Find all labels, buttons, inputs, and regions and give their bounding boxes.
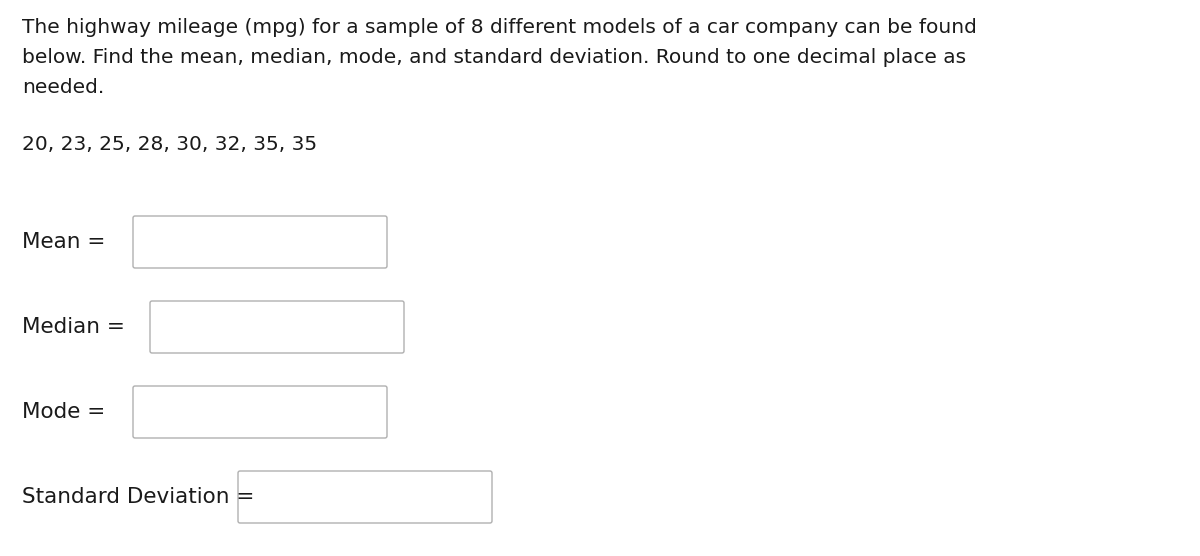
Text: Mean =: Mean = [22, 232, 106, 252]
FancyBboxPatch shape [238, 471, 492, 523]
Text: Median =: Median = [22, 317, 125, 337]
Text: below. Find the mean, median, mode, and standard deviation. Round to one decimal: below. Find the mean, median, mode, and … [22, 48, 966, 67]
FancyBboxPatch shape [133, 216, 386, 268]
Text: Mode =: Mode = [22, 402, 106, 422]
Text: needed.: needed. [22, 78, 104, 97]
FancyBboxPatch shape [150, 301, 404, 353]
Text: The highway mileage (mpg) for a sample of 8 different models of a car company ca: The highway mileage (mpg) for a sample o… [22, 18, 977, 37]
FancyBboxPatch shape [133, 386, 386, 438]
Text: Standard Deviation =: Standard Deviation = [22, 487, 254, 507]
Text: 20, 23, 25, 28, 30, 32, 35, 35: 20, 23, 25, 28, 30, 32, 35, 35 [22, 135, 317, 154]
